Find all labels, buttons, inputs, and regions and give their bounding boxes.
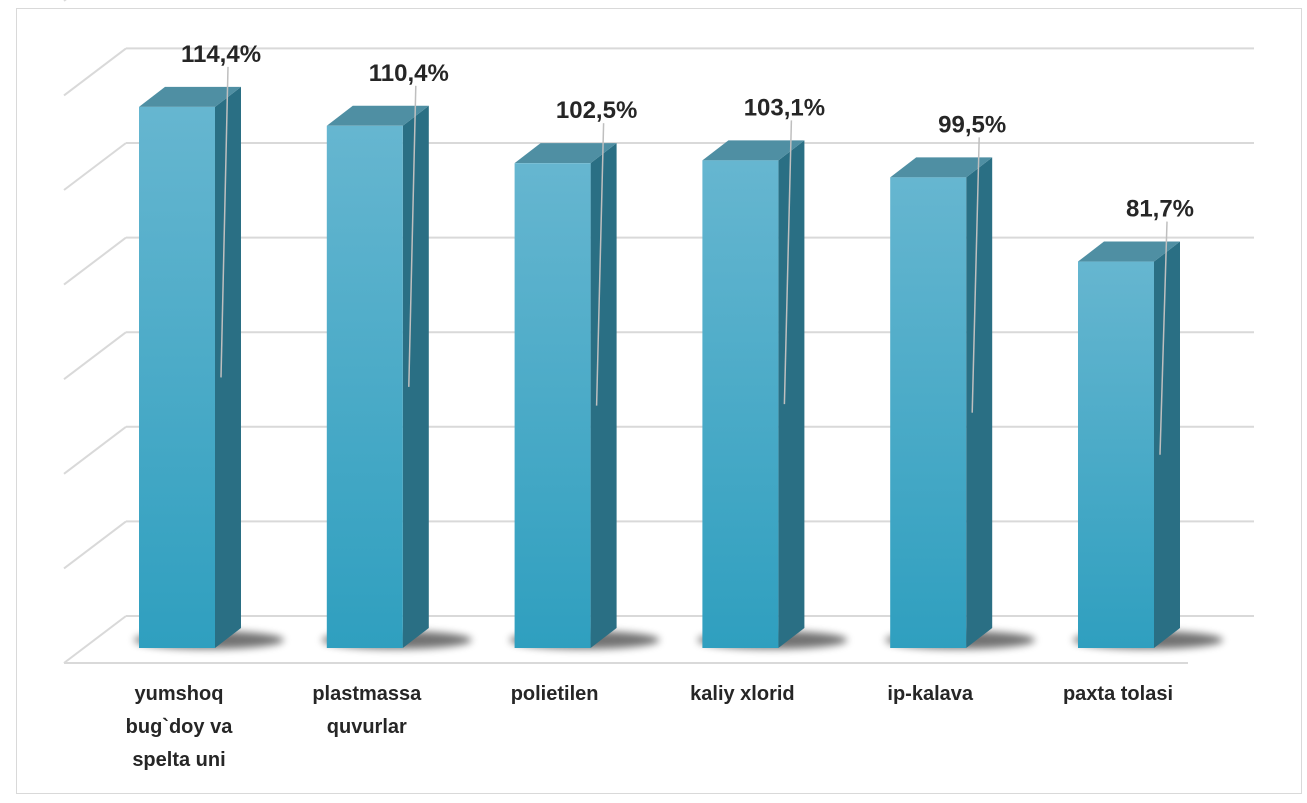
bar-group: 103,1% kaliy xlorid [690, 94, 848, 705]
bar-side [590, 143, 617, 649]
bar-side [215, 86, 241, 648]
gridline-depth [63, 142, 127, 191]
category-label: paxta tolasi [1063, 683, 1173, 705]
bar-top [326, 105, 429, 126]
bar-group: 114,4% yumshoq bug`doy va spelta uni [126, 41, 284, 771]
bar [702, 160, 779, 648]
gridlines [63, 0, 1254, 664]
bar-top [514, 143, 617, 164]
data-label-leader [595, 123, 605, 406]
data-label: 102,5% [556, 97, 637, 124]
category-label: bug`doy va [126, 716, 234, 738]
bar-group: 81,7% paxta tolasi [1063, 196, 1223, 705]
bar-side [1154, 241, 1180, 648]
gridline-depth [63, 0, 67, 2]
bar-group: 110,4% plastmassa quvurlar [312, 60, 472, 738]
bar-side [402, 105, 429, 649]
category-label: kaliy xlorid [690, 683, 795, 705]
gridline-depth [63, 236, 127, 286]
bar [890, 177, 967, 649]
category-label: quvurlar [327, 716, 407, 738]
bar [326, 125, 403, 649]
chart-frame [16, 8, 1302, 794]
bar-top [139, 86, 241, 107]
bar-group: 102,5% polietilen [509, 97, 660, 705]
category-label: plastmassa [312, 683, 422, 705]
bar [139, 106, 215, 648]
bar [1078, 261, 1154, 648]
bar-top [702, 140, 805, 161]
data-label-leader [1159, 221, 1168, 455]
gridline-depth [63, 47, 127, 97]
category-label: yumshoq [135, 683, 224, 705]
category-label: polietilen [511, 683, 599, 705]
bar-group: 99,5% ip-kalava [885, 111, 1036, 705]
data-label: 81,7% [1126, 196, 1194, 223]
category-label: spelta uni [132, 749, 225, 771]
data-label: 110,4% [369, 60, 449, 87]
data-label-leader [220, 66, 229, 378]
gridline-depth [63, 426, 127, 475]
gridline-depth [63, 331, 127, 380]
bar-side [966, 157, 993, 649]
bar-side [778, 140, 805, 648]
bar-top [890, 157, 993, 178]
category-label: ip-kalava [887, 683, 973, 705]
gridline-depth [63, 520, 127, 570]
data-label-leader [783, 120, 793, 405]
data-label: 103,1% [744, 94, 825, 121]
data-label: 114,4% [181, 41, 261, 68]
bar [514, 163, 591, 649]
data-label-leader [971, 137, 980, 413]
data-label: 99,5% [938, 111, 1006, 138]
bar-top [1078, 241, 1180, 262]
gridline-depth [63, 615, 127, 664]
data-label-leader [408, 85, 417, 387]
